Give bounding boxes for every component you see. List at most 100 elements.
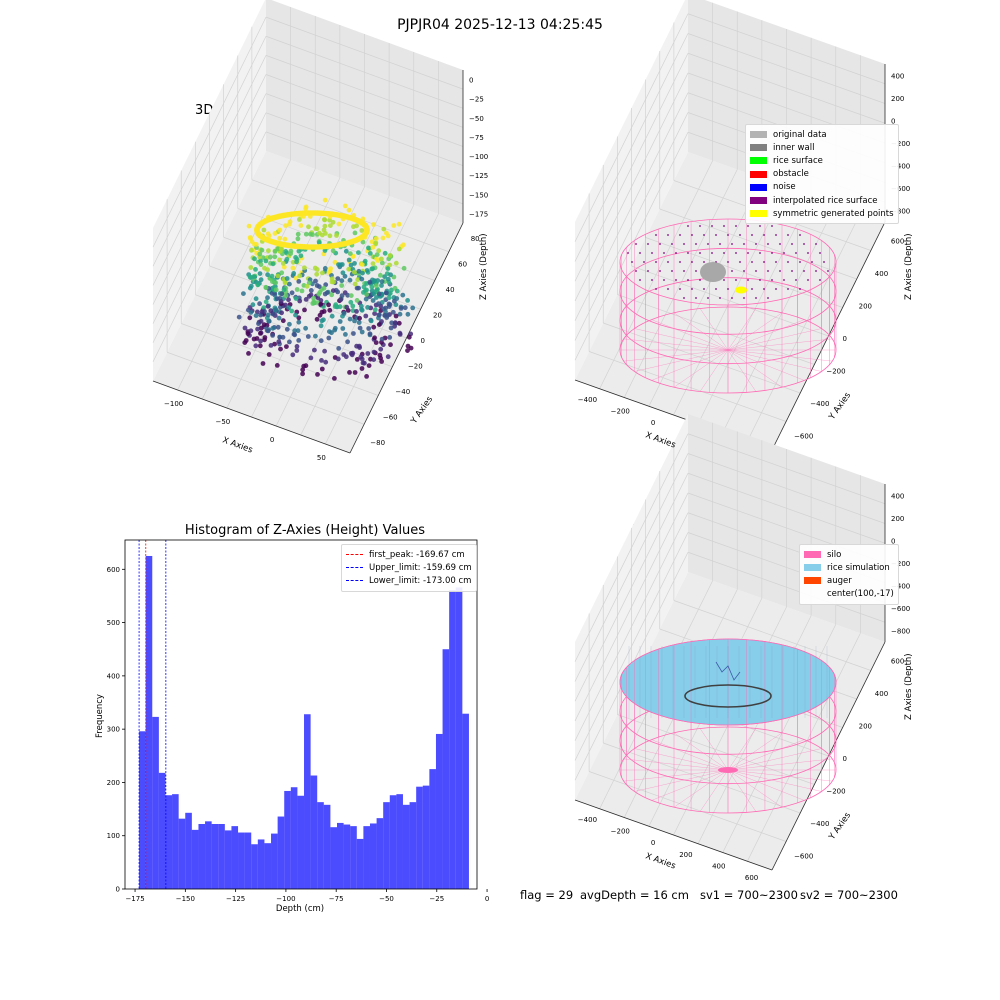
scatter-point — [360, 270, 365, 276]
scatter-point — [370, 298, 376, 303]
scatter-point — [384, 315, 390, 320]
scatter-point — [308, 288, 314, 293]
interpolated-point — [687, 225, 689, 227]
scatter-point — [387, 335, 393, 340]
grid-line — [325, 213, 439, 445]
floor-spoke — [727, 748, 822, 771]
y-tick-label: −200 — [826, 368, 845, 376]
scatter-point — [374, 252, 380, 257]
histogram-bar — [145, 555, 153, 889]
scatter-point — [342, 203, 348, 209]
scatter-point — [263, 299, 269, 305]
scatter-point — [343, 354, 349, 360]
scatter-point — [260, 361, 266, 366]
interpolated-point — [715, 288, 717, 290]
scatter-point — [318, 301, 324, 307]
scatter-point — [357, 325, 363, 331]
scatter-point — [255, 282, 261, 288]
floor-spoke — [623, 769, 729, 782]
scatter-point — [350, 303, 356, 309]
y-tick-label: 100 — [107, 832, 120, 840]
scatter-point — [334, 233, 339, 238]
scatter-point — [265, 312, 271, 318]
scatter-point — [305, 334, 311, 339]
interpolated-point — [755, 270, 757, 272]
interpolated-point — [735, 225, 737, 227]
scatter-point — [327, 268, 333, 274]
histogram-bar — [178, 818, 186, 889]
scatter-point — [405, 343, 411, 349]
scatter-point — [360, 239, 366, 245]
p4-ylabel: Y Axies — [827, 810, 854, 842]
interpolated-point — [779, 270, 781, 272]
scatter-point — [387, 253, 393, 258]
interpolated-point — [655, 288, 657, 290]
z-tick-label: −800 — [891, 628, 910, 636]
scatter-point — [339, 283, 345, 288]
scatter-point — [284, 256, 290, 262]
interpolated-point — [803, 243, 805, 245]
interpolated-point — [763, 234, 765, 236]
scatter-point — [253, 343, 259, 349]
scatter-point — [297, 298, 303, 304]
legend-item: auger — [804, 574, 894, 587]
interpolated-point — [755, 297, 757, 299]
histogram-bar — [376, 818, 384, 889]
interpolated-point — [799, 234, 801, 236]
legend-swatch — [804, 577, 821, 585]
scatter-point — [385, 266, 391, 271]
scatter-point — [336, 346, 342, 351]
scatter-point — [368, 318, 374, 324]
scatter-point — [245, 331, 251, 337]
interpolated-point — [747, 225, 749, 227]
grid-line — [574, 72, 689, 302]
floor-spoke — [727, 338, 833, 351]
legend-label: noise — [773, 182, 796, 193]
legend-item: rice simulation — [804, 561, 894, 574]
grid-line — [574, 492, 689, 722]
scatter-point — [347, 316, 353, 322]
floor-spoke — [727, 739, 805, 771]
scatter-point — [265, 303, 271, 309]
grid-line — [265, 16, 464, 90]
interpolated-point — [779, 243, 781, 245]
interpolated-point — [707, 297, 709, 299]
interpolated-point — [635, 270, 637, 272]
histogram-bar — [317, 802, 324, 889]
scatter-point — [356, 285, 361, 291]
interpolated-point — [711, 252, 713, 254]
interpolated-point — [691, 288, 693, 290]
x-tick-label: 50 — [317, 454, 326, 462]
grid-line — [747, 633, 861, 862]
scatter-point — [283, 293, 289, 299]
scatter-point — [405, 298, 410, 303]
scatter-point — [270, 311, 276, 317]
grid-line — [687, 13, 886, 85]
floor-spoke — [727, 769, 805, 801]
scatter-point — [253, 242, 259, 247]
scatter-point — [338, 262, 343, 268]
histogram-bar — [416, 786, 423, 889]
floor-spoke — [727, 349, 833, 362]
scatter-point — [281, 287, 287, 293]
grid-line — [687, 453, 886, 524]
scatter-point — [290, 352, 296, 358]
scatter-point — [284, 344, 289, 349]
interpolated-point — [695, 270, 697, 272]
scatter-point — [393, 260, 399, 266]
y-tick-label: 500 — [107, 619, 120, 627]
scatter-point — [314, 267, 320, 272]
scatter-point — [261, 227, 267, 233]
scatter-point — [371, 357, 377, 362]
scatter-point — [281, 264, 287, 270]
z-tick-label: 0 — [469, 77, 473, 85]
scatter-point — [351, 331, 356, 336]
scatter-point — [273, 280, 279, 286]
y-tick-label: 600 — [107, 566, 120, 574]
scatter-point — [289, 308, 295, 314]
interpolated-point — [699, 279, 701, 281]
p1-ylabel: Y Axies — [409, 394, 436, 426]
scatter-point — [367, 251, 373, 256]
x-tick-label: 0 — [270, 436, 274, 444]
interpolated-point — [707, 243, 709, 245]
